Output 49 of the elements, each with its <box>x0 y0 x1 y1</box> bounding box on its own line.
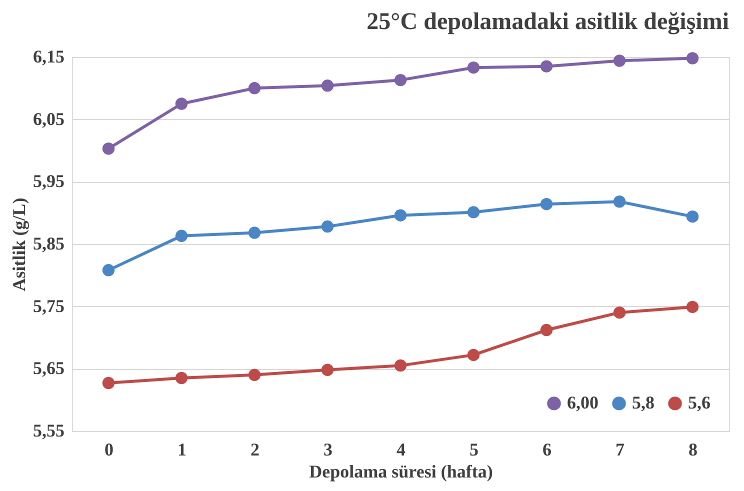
point <box>540 198 553 210</box>
point <box>613 196 626 208</box>
point <box>686 210 699 223</box>
point <box>248 368 261 382</box>
point <box>394 74 407 86</box>
point <box>321 80 334 92</box>
point <box>321 364 334 376</box>
point <box>540 60 553 72</box>
point <box>175 98 188 110</box>
point <box>175 372 188 384</box>
y-tick-label: 6,05 <box>33 108 64 129</box>
y-tick-label: 5,75 <box>33 296 64 316</box>
point <box>686 300 699 314</box>
x-tick-label: 0 <box>104 440 114 460</box>
point <box>467 206 480 218</box>
point <box>613 54 626 67</box>
point <box>467 348 480 362</box>
point <box>686 52 699 64</box>
point <box>394 209 407 222</box>
legend-label: 5,6 <box>688 392 710 412</box>
chart-title: 25°C depolamadaki asitlik değişimi <box>366 9 730 35</box>
legend-label: 6,00 <box>567 392 598 412</box>
point <box>102 264 115 276</box>
point <box>613 306 626 319</box>
point <box>321 220 334 233</box>
x-tick-label: 8 <box>688 440 698 460</box>
x-tick-label: 2 <box>250 440 260 460</box>
x-tick-label: 7 <box>616 440 624 460</box>
point <box>102 142 115 155</box>
y-tick-label: 5,65 <box>33 358 64 378</box>
y-tick-label: 5,55 <box>33 420 64 440</box>
x-tick-label: 1 <box>178 440 186 460</box>
y-tick-label: 5,85 <box>33 234 64 254</box>
x-tick-label: 6 <box>542 440 552 460</box>
legend-label: 5,8 <box>632 392 654 412</box>
point <box>175 230 188 242</box>
point <box>540 324 553 336</box>
x-tick-label: 5 <box>470 440 478 460</box>
y-axis-title: Asitlik (g/L) <box>9 198 29 292</box>
point <box>102 376 115 390</box>
y-tick-label: 5,95 <box>33 171 64 192</box>
y-tick-label: 6,15 <box>33 46 64 66</box>
point <box>394 359 407 372</box>
point <box>248 82 261 94</box>
x-axis-title: Depolama süresi (hafta) <box>309 462 493 482</box>
point <box>467 61 480 74</box>
x-tick-label: 3 <box>324 440 332 460</box>
x-tick-label: 4 <box>396 440 406 460</box>
point <box>248 226 261 239</box>
